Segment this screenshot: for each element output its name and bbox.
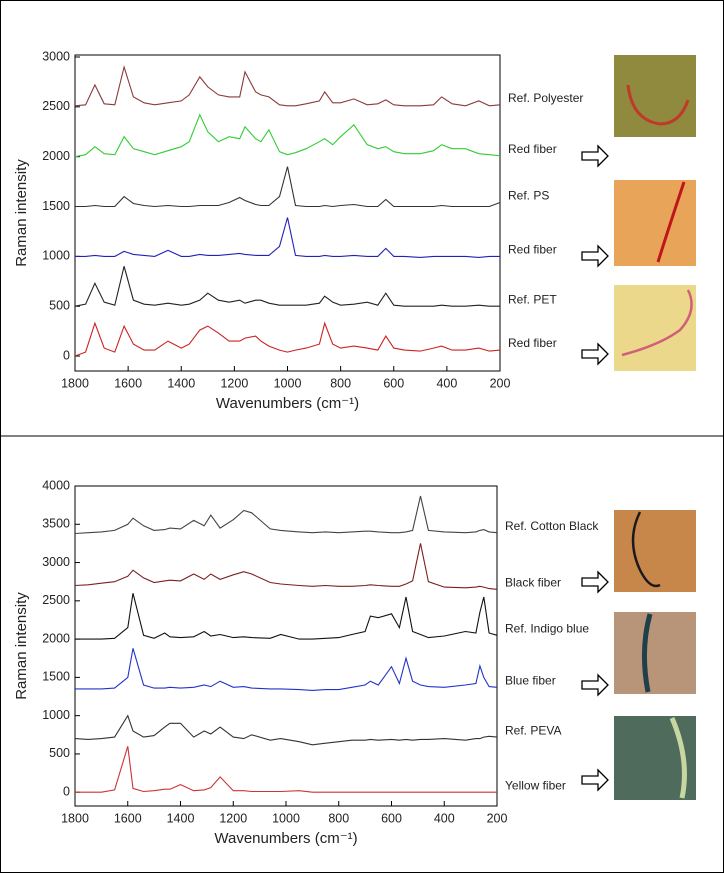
- series-label: Blue fiber: [505, 674, 556, 688]
- series-label: Ref. Cotton Black: [505, 519, 599, 533]
- spectrum: [74, 543, 498, 590]
- x-tick-label: 1400: [167, 376, 195, 390]
- series-label: Ref. PS: [508, 189, 549, 203]
- x-tick-label: 800: [328, 811, 349, 825]
- series-label: Ref. PEVA: [505, 723, 561, 737]
- x-axis-title: Wavenumbers (cm⁻¹): [214, 830, 357, 847]
- x-tick-label: 1400: [167, 811, 195, 825]
- y-axis-title: Raman intensity: [13, 592, 30, 700]
- x-tick-label: 1200: [219, 811, 247, 825]
- arrows: [581, 144, 609, 792]
- y-tick-label: 1000: [42, 708, 70, 722]
- series-label: Red fiber: [508, 243, 557, 257]
- photo: [614, 510, 696, 592]
- y-tick-label: 2500: [42, 593, 70, 607]
- series-label: Ref. PET: [508, 292, 557, 306]
- x-tick-label: 800: [330, 376, 351, 390]
- x-tick-label: 600: [383, 376, 404, 390]
- fiber: [631, 511, 661, 588]
- plot-area: [74, 485, 498, 807]
- x-tick-label: 1800: [61, 376, 89, 390]
- y-axis-title: Raman intensity: [13, 159, 30, 267]
- x-tick-label: 600: [381, 811, 402, 825]
- spectrum: [74, 495, 498, 535]
- y-tick-label: 3000: [42, 49, 70, 63]
- x-tick-label: 200: [490, 376, 511, 390]
- spectrum: [74, 113, 501, 158]
- arrow: [581, 570, 609, 594]
- spectrum: [75, 746, 497, 793]
- y-tick-label: 4000: [42, 478, 70, 492]
- x-axis-title: Wavenumbers (cm⁻¹): [216, 395, 359, 412]
- photos: [614, 55, 696, 800]
- x-tick-label: 1600: [114, 376, 142, 390]
- spectrum: [75, 217, 500, 258]
- x-tick-label: 1800: [61, 811, 89, 825]
- spectrum: [74, 321, 501, 357]
- series-label: Red fiber: [508, 336, 557, 350]
- fiber: [656, 181, 686, 263]
- photo: [614, 55, 696, 137]
- spectrum: [75, 648, 498, 691]
- arrow: [581, 244, 609, 268]
- x-tick-label: 1000: [274, 376, 302, 390]
- y-tick-label: 0: [63, 348, 70, 362]
- y-tick-label: 500: [49, 746, 70, 760]
- series-label: Black fiber: [505, 576, 561, 590]
- arrow: [581, 768, 609, 792]
- y-tick-label: 1500: [42, 199, 70, 213]
- y-tick-label: 3000: [42, 555, 70, 569]
- y-tick-label: 1500: [42, 670, 70, 684]
- y-tick-label: 3500: [42, 517, 70, 531]
- spectrum: [74, 714, 498, 746]
- x-tick-label: 400: [436, 376, 457, 390]
- series-label: Ref. Polyester: [508, 91, 583, 105]
- spectrum: [74, 266, 500, 307]
- x-tick-label: 400: [434, 811, 455, 825]
- photo: [614, 285, 696, 371]
- arrow: [581, 144, 609, 168]
- arrow: [581, 673, 609, 697]
- arrow: [581, 342, 609, 366]
- x-tick-label: 1000: [272, 811, 300, 825]
- x-tick-label: 200: [487, 811, 508, 825]
- y-tick-label: 2500: [42, 99, 70, 113]
- series-label: Yellow fiber: [505, 778, 566, 792]
- series-label: Red fiber: [508, 142, 557, 156]
- fiber: [669, 717, 687, 799]
- photo: [614, 612, 696, 694]
- spectrum: [74, 64, 501, 107]
- fiber: [621, 289, 693, 357]
- spectrum: [75, 593, 498, 640]
- y-tick-label: 0: [63, 785, 70, 799]
- spectrum: [75, 166, 501, 208]
- photo: [614, 180, 696, 266]
- series-label: Ref. Indigo blue: [505, 621, 589, 635]
- x-tick-label: 1200: [220, 376, 248, 390]
- x-tick-label: 1600: [114, 811, 142, 825]
- y-tick-label: 2000: [42, 149, 70, 163]
- fiber: [641, 613, 653, 693]
- y-tick-label: 2000: [42, 631, 70, 645]
- y-tick-label: 500: [49, 299, 70, 313]
- fiber: [626, 84, 690, 126]
- y-tick-label: 1000: [42, 249, 70, 263]
